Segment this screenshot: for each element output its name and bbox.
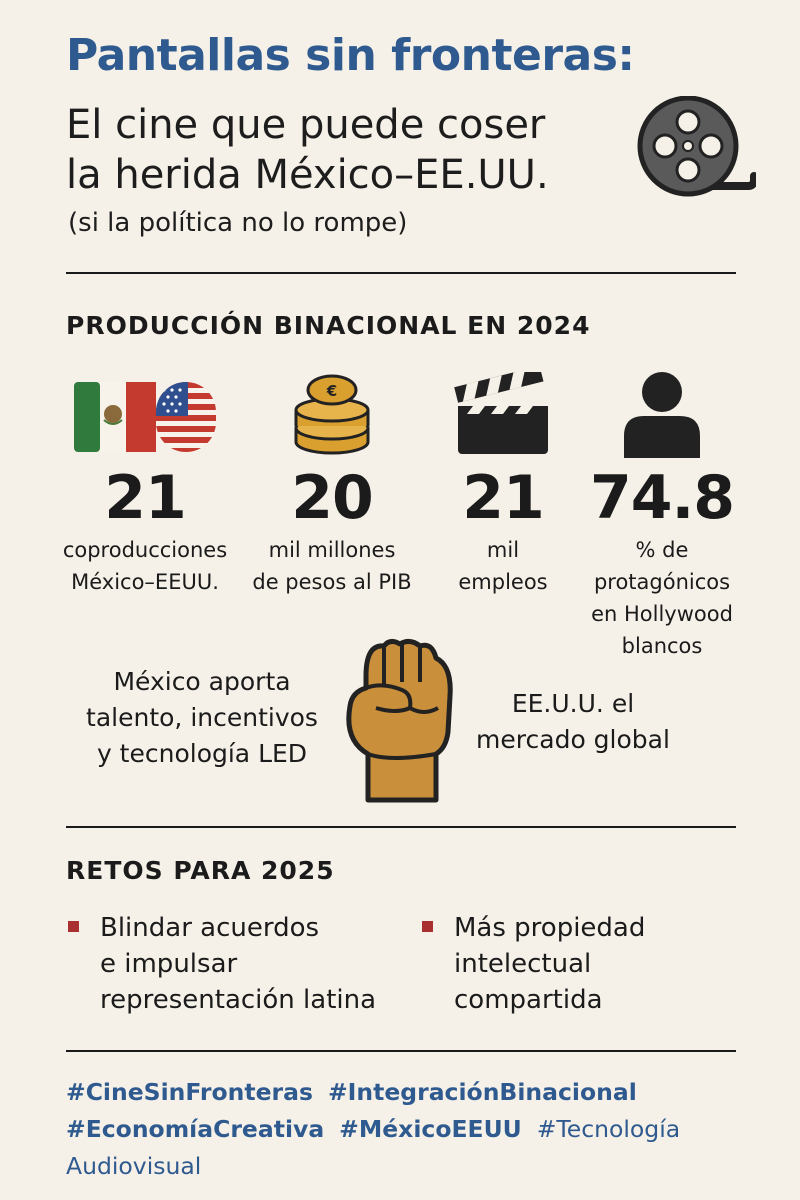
stat-icon-wrap bbox=[50, 370, 240, 458]
divider-middle bbox=[66, 826, 736, 828]
stat-coproductions: 21 coproducciones México–EEUU. bbox=[50, 370, 240, 598]
challenge-text: Blindar acuerdos e impulsar representaci… bbox=[100, 910, 376, 1018]
hashtag[interactable]: #Tecnología bbox=[536, 1115, 681, 1143]
stat-value: 21 bbox=[104, 463, 187, 533]
mexico-usa-flags-icon bbox=[74, 382, 216, 452]
usa-contribution-line: mercado global bbox=[476, 725, 670, 754]
usa-contribution-line: EE.U.U. el bbox=[511, 689, 635, 718]
stat-label-line: empleos bbox=[458, 570, 548, 594]
challenge-item: Blindar acuerdos e impulsar representaci… bbox=[68, 910, 398, 1020]
stat-label-line: mil bbox=[486, 538, 520, 562]
page-subtitle: (si la política no lo rompe) bbox=[68, 208, 408, 238]
bullet-square-icon bbox=[422, 921, 433, 932]
stat-icon-wrap: € bbox=[237, 370, 427, 458]
stat-label-line: en Hollywood bbox=[591, 602, 733, 626]
raised-fist-icon bbox=[346, 638, 453, 803]
stat-jobs: 21 mil empleos bbox=[408, 370, 598, 598]
mexico-contribution-line: México aporta bbox=[113, 667, 291, 696]
hashtag-line: #EconomíaCreativa #MéxicoEEUU #Tecnologí… bbox=[66, 1111, 746, 1148]
person-icon bbox=[624, 372, 700, 458]
stat-value: 74.8 bbox=[589, 463, 735, 533]
challenge-line: intelectual bbox=[454, 949, 592, 979]
stat-label-line: México–EEUU. bbox=[71, 570, 219, 594]
hashtag-line: Audiovisual bbox=[66, 1148, 746, 1185]
stat-label-line: protagónicos bbox=[593, 570, 731, 594]
film-reel-icon bbox=[637, 96, 756, 197]
bullet-square-icon bbox=[68, 921, 79, 932]
mexico-contribution-line: talento, incentivos bbox=[86, 703, 318, 732]
mexico-contribution-line: y tecnología LED bbox=[96, 739, 308, 768]
hashtag[interactable]: Audiovisual bbox=[66, 1152, 202, 1180]
hashtag[interactable]: #CineSinFronteras bbox=[66, 1078, 313, 1106]
stat-value: 20 bbox=[291, 463, 374, 533]
stat-label-line: % de bbox=[635, 538, 689, 562]
challenge-line: Blindar acuerdos bbox=[100, 913, 320, 943]
stat-label-line: mil millones bbox=[268, 538, 396, 562]
svg-text:€: € bbox=[326, 382, 337, 400]
divider-bottom bbox=[66, 1050, 736, 1052]
headline-line-1: El cine que puede coser bbox=[66, 102, 546, 148]
stat-label-line: coproducciones bbox=[62, 538, 228, 562]
challenge-line: e impulsar bbox=[100, 949, 238, 979]
stat-value: 21 bbox=[462, 463, 545, 533]
challenge-line: compartida bbox=[454, 985, 603, 1015]
stat-icon-wrap bbox=[408, 370, 598, 458]
hashtags: #CineSinFronteras #IntegraciónBinacional… bbox=[66, 1074, 746, 1185]
challenge-text: Más propiedad intelectual compartida bbox=[454, 910, 645, 1018]
page-headline: El cine que puede coser la herida México… bbox=[66, 100, 549, 200]
hashtag[interactable]: #MéxicoEEUU bbox=[339, 1115, 522, 1143]
challenge-line: representación latina bbox=[100, 985, 377, 1015]
stat-icon-wrap bbox=[567, 370, 757, 458]
hashtag-line: #CineSinFronteras #IntegraciónBinacional bbox=[66, 1074, 746, 1111]
challenge-line: Más propiedad bbox=[454, 913, 646, 943]
section-title-production: PRODUCCIÓN BINACIONAL EN 2024 bbox=[66, 311, 591, 340]
divider-top bbox=[66, 272, 736, 274]
hashtag[interactable]: #IntegraciónBinacional bbox=[327, 1078, 637, 1106]
challenge-item: Más propiedad intelectual compartida bbox=[422, 910, 722, 1020]
hashtag[interactable]: #EconomíaCreativa bbox=[66, 1115, 325, 1143]
usa-contribution: EE.U.U. el mercado global bbox=[458, 686, 688, 758]
stat-label-line: blancos bbox=[621, 634, 703, 658]
clapperboard-icon bbox=[454, 372, 548, 454]
stat-white-leads: 74.8 % de protagónicos en Hollywood blan… bbox=[567, 370, 757, 662]
headline-line-2: la herida México–EE.UU. bbox=[66, 152, 549, 198]
mexico-contribution: México aporta talento, incentivos y tecn… bbox=[62, 664, 342, 772]
page-title: Pantallas sin fronteras: bbox=[66, 30, 635, 81]
stat-gdp: € 20 mil millones de pesos al PIB bbox=[237, 370, 427, 598]
stat-label-line: de pesos al PIB bbox=[252, 570, 412, 594]
section-title-challenges: RETOS PARA 2025 bbox=[66, 856, 335, 885]
coins-stack-icon: € bbox=[294, 374, 370, 455]
